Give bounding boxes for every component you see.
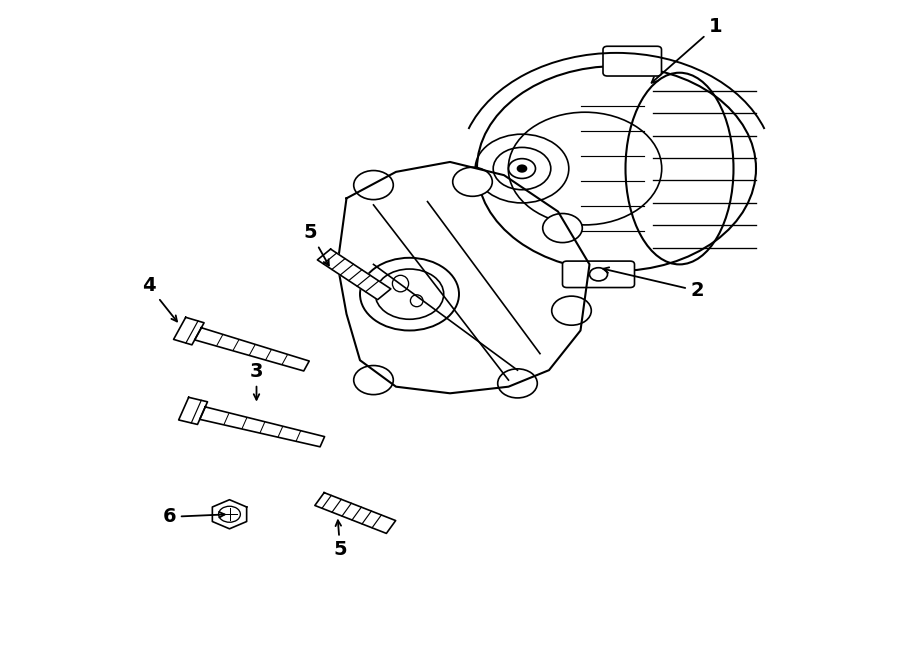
Text: 3: 3 <box>250 362 263 400</box>
Text: 4: 4 <box>141 276 177 321</box>
Ellipse shape <box>392 275 409 292</box>
Text: 2: 2 <box>603 267 705 300</box>
Circle shape <box>354 171 393 200</box>
Polygon shape <box>179 397 208 424</box>
Ellipse shape <box>410 295 423 307</box>
Circle shape <box>360 258 459 330</box>
Polygon shape <box>174 317 204 345</box>
Circle shape <box>552 296 591 325</box>
Text: 5: 5 <box>303 223 328 266</box>
Circle shape <box>518 165 526 172</box>
Circle shape <box>543 214 582 243</box>
Text: 1: 1 <box>652 17 723 83</box>
Circle shape <box>453 167 492 196</box>
Polygon shape <box>200 407 325 447</box>
Text: 5: 5 <box>333 520 347 559</box>
Polygon shape <box>315 492 396 533</box>
Circle shape <box>354 366 393 395</box>
Text: 6: 6 <box>162 508 225 526</box>
Polygon shape <box>212 500 247 529</box>
Polygon shape <box>318 249 391 299</box>
Circle shape <box>498 369 537 398</box>
Polygon shape <box>194 328 310 371</box>
FancyBboxPatch shape <box>603 46 662 76</box>
FancyBboxPatch shape <box>562 261 634 288</box>
